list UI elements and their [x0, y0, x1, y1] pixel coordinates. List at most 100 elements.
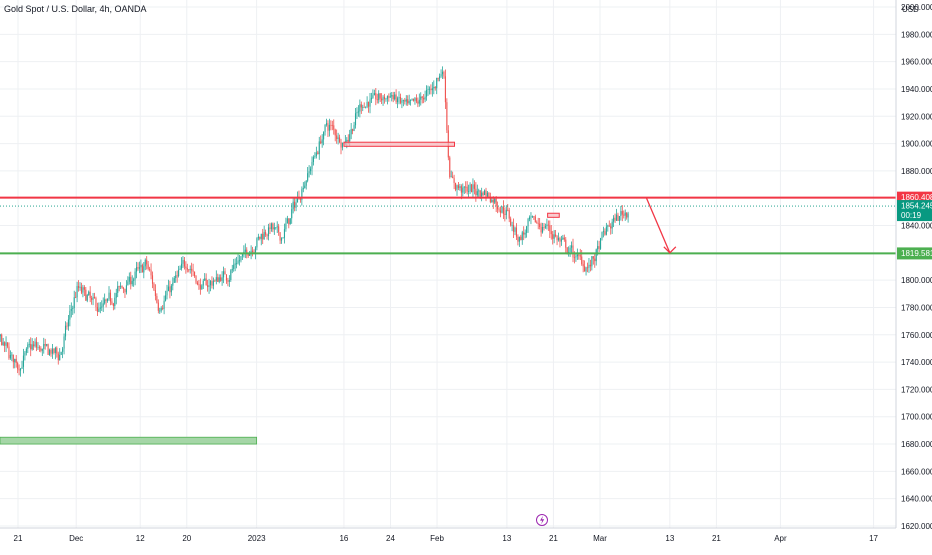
candle-body — [288, 218, 290, 225]
candle-body — [147, 264, 149, 269]
candle-body — [418, 99, 420, 104]
drawings[interactable] — [0, 141, 896, 445]
candle-body — [108, 292, 110, 299]
candle-body — [5, 342, 7, 346]
candle-body — [167, 286, 170, 292]
candle-body — [507, 209, 509, 211]
candle-body — [124, 288, 126, 293]
candle-body — [582, 264, 584, 267]
candle-body — [257, 236, 259, 239]
candle-body — [584, 266, 586, 272]
candle-body — [352, 129, 354, 131]
candle-body — [256, 238, 258, 248]
candle-body — [375, 93, 377, 100]
candle-body — [143, 266, 145, 273]
symbol-title[interactable]: Gold Spot / U.S. Dollar, 4h, OANDA — [4, 4, 147, 14]
candle-body — [463, 186, 465, 188]
candle-body — [115, 292, 117, 298]
candle-body — [41, 348, 43, 351]
candle-body — [621, 211, 623, 215]
candle-body — [178, 269, 180, 277]
candle-body — [546, 224, 548, 227]
candle-body — [433, 86, 435, 89]
candle-body — [511, 225, 513, 226]
candle-body — [25, 348, 27, 353]
candle-body — [44, 344, 46, 346]
candle-body — [233, 264, 235, 269]
candle-body — [128, 276, 130, 282]
zone-rectangle-small[interactable] — [547, 212, 560, 218]
candle-body — [531, 216, 533, 218]
candle-body — [514, 227, 516, 232]
down-arrow-drawing[interactable] — [645, 197, 677, 254]
candle-body — [149, 268, 151, 270]
price-tick-label: 1720.000 — [901, 385, 932, 394]
candle-body — [383, 96, 386, 100]
alert-icon-bolt — [540, 515, 545, 525]
candle-body — [252, 250, 254, 253]
candle-body — [589, 264, 591, 267]
candle-body — [96, 306, 98, 312]
candle-body — [472, 184, 474, 193]
candle-body — [69, 310, 71, 320]
candle-body — [571, 245, 573, 248]
candle-body — [215, 277, 217, 281]
candle-body — [373, 93, 375, 96]
candle-body — [328, 124, 330, 131]
candle-body — [21, 366, 23, 369]
arrow-shaft[interactable] — [645, 197, 671, 254]
candle-body — [189, 268, 191, 270]
candle-body — [122, 288, 125, 290]
candle-body — [50, 349, 52, 354]
candle-body — [31, 344, 33, 350]
price-axis[interactable]: 1620.000 1640.000 1660.000 1680.000 1700.000… — [895, 0, 932, 531]
candle-body — [296, 197, 299, 203]
candle-body — [544, 226, 547, 228]
candle-body — [527, 219, 529, 227]
candle-body — [521, 232, 523, 241]
candle-body — [212, 280, 214, 286]
candle-body — [199, 284, 201, 290]
time-tick-label: Feb — [430, 534, 444, 543]
candle-body — [360, 104, 362, 108]
candle-body — [460, 186, 462, 193]
candle-body — [489, 196, 491, 203]
price-tick-label: 1900.000 — [901, 140, 932, 149]
candle-body — [602, 231, 605, 233]
candle-body — [80, 286, 83, 293]
candle-body — [249, 253, 251, 256]
candle-body — [456, 185, 458, 190]
candle-body — [560, 239, 562, 242]
candle-body — [224, 271, 226, 275]
time-tick-label: 17 — [869, 534, 878, 543]
candle-body — [140, 264, 142, 268]
zone-rectangle-top[interactable] — [343, 141, 456, 147]
candle-body — [475, 188, 477, 196]
candle-body — [111, 301, 113, 304]
time-tick-label: Apr — [774, 534, 787, 543]
candle-body — [627, 213, 629, 218]
candle-body — [282, 237, 284, 239]
time-axis[interactable]: 21Dec122020231624Feb1321Mar1321Apr17May — [0, 527, 932, 543]
candle-body — [286, 218, 288, 224]
candle-body — [49, 349, 51, 355]
arrow-head[interactable] — [663, 246, 677, 254]
candle-body — [441, 71, 444, 75]
candle-body — [198, 284, 200, 286]
candle-body — [121, 285, 123, 289]
candle-body — [386, 96, 388, 99]
candle-body — [188, 269, 190, 271]
price-tick-label: 1620.000 — [901, 522, 932, 531]
candle-body — [223, 271, 225, 278]
candle-body — [246, 249, 248, 254]
time-tick-label: 12 — [136, 534, 145, 543]
time-tick-label: 13 — [502, 534, 511, 543]
candle-body — [592, 256, 594, 259]
candle-body — [305, 180, 307, 186]
candle-body — [51, 348, 54, 354]
candle-body — [34, 341, 36, 347]
lightning-alert-icon[interactable] — [536, 514, 548, 526]
zone-rectangle-bottom[interactable] — [0, 436, 258, 445]
